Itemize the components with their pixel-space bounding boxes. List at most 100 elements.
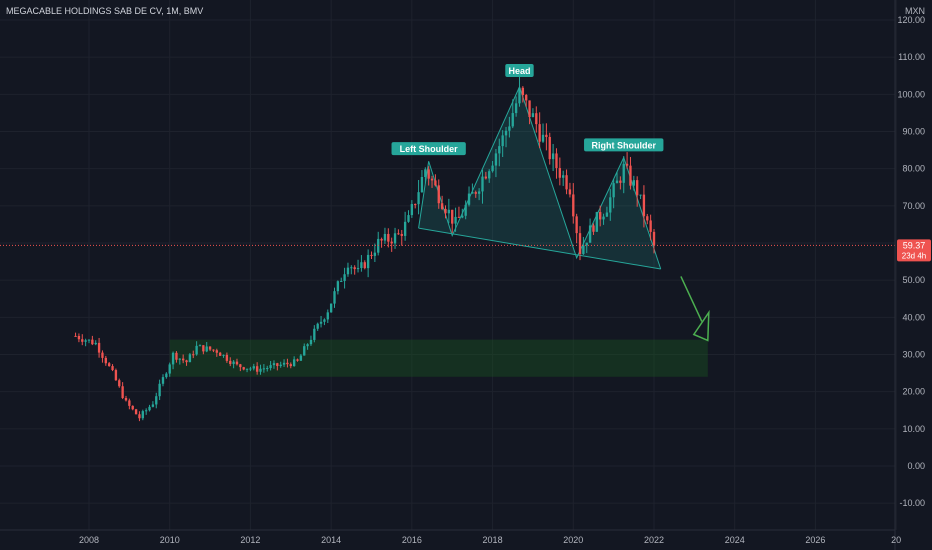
- candle-body: [451, 209, 454, 224]
- pattern-label-box: [505, 64, 534, 78]
- candle-body: [424, 169, 427, 178]
- candle-body: [124, 398, 128, 401]
- candle-body: [440, 203, 444, 209]
- pattern-label: Right Shoulder: [584, 138, 664, 152]
- candle-body: [289, 364, 292, 367]
- candle-body: [181, 358, 185, 361]
- time-axis-tick: 2024: [725, 535, 745, 545]
- candle-body: [336, 281, 340, 292]
- candle-body: [138, 414, 141, 419]
- support-zone: [169, 339, 708, 377]
- candle-body: [622, 163, 625, 183]
- pattern-label-text: Right Shoulder: [591, 140, 656, 150]
- arrow-layer: [680, 276, 710, 342]
- candle-body: [494, 153, 498, 166]
- candle-body: [303, 346, 306, 356]
- candle-body: [114, 370, 118, 381]
- candle-body: [642, 194, 646, 217]
- candle-body: [333, 291, 336, 304]
- candle-body: [77, 335, 81, 340]
- candle-body: [625, 163, 629, 166]
- candle-body: [592, 225, 595, 232]
- candle-body: [558, 168, 562, 178]
- candle-body: [619, 180, 622, 183]
- candle-body: [545, 134, 548, 137]
- candle-body: [481, 176, 484, 192]
- candle-body: [97, 342, 101, 353]
- candle-body: [346, 267, 350, 275]
- candle-body: [498, 146, 501, 154]
- candle-body: [646, 216, 649, 221]
- candle-body: [632, 180, 635, 186]
- candle-body: [205, 346, 208, 352]
- time-axis-tick: 2018: [483, 535, 503, 545]
- candle-body: [266, 368, 269, 370]
- price-axis-tick: 120.00: [897, 15, 925, 25]
- candle-body: [403, 221, 407, 236]
- candle-body: [269, 365, 272, 369]
- candle-body: [514, 103, 518, 114]
- candle-body: [242, 367, 245, 370]
- candle-body: [225, 354, 229, 361]
- candle-body: [572, 194, 575, 217]
- candle-body: [578, 233, 582, 254]
- candle-body: [111, 366, 114, 371]
- pattern-label-box: [391, 142, 466, 156]
- candle-body: [329, 303, 333, 313]
- candle-body: [447, 209, 451, 214]
- candle-body: [121, 386, 124, 399]
- pattern-label: Left Shoulder: [391, 142, 466, 156]
- forecast-arrow-head: [692, 309, 710, 342]
- candle-body: [582, 245, 585, 254]
- candle-body: [397, 233, 400, 235]
- candle-body: [151, 404, 155, 407]
- candle-body: [531, 113, 535, 117]
- candle-body: [296, 359, 299, 361]
- candle-body: [239, 364, 242, 368]
- time-axis-tick: 2014: [321, 535, 341, 545]
- price-tag-background: [897, 239, 931, 262]
- candle-body: [195, 345, 198, 355]
- candle-body: [585, 242, 588, 246]
- time-axis-tick: 2016: [402, 535, 422, 545]
- candle-body: [612, 183, 615, 198]
- candle-body: [94, 342, 97, 345]
- candle-body: [134, 409, 138, 415]
- candle-body: [410, 204, 414, 216]
- candle-body: [356, 268, 360, 270]
- candle-body: [501, 135, 504, 147]
- candle-body: [104, 357, 107, 364]
- candle-body: [175, 352, 178, 360]
- candle-body: [313, 328, 316, 340]
- candle-body: [609, 197, 612, 213]
- candle-body: [326, 312, 329, 320]
- candle-body: [484, 176, 488, 179]
- price-axis-tick: 100.00: [897, 89, 925, 99]
- time-axis-tick: 2022: [644, 535, 664, 545]
- candle-body: [380, 238, 383, 241]
- currency-label: MXN: [905, 6, 925, 16]
- forecast-arrow-shaft: [680, 276, 703, 322]
- candle-body: [477, 191, 481, 194]
- candle-body: [548, 136, 551, 160]
- candle-body: [343, 274, 346, 281]
- candle-body: [575, 216, 578, 234]
- candle-body: [390, 241, 393, 244]
- candle-body: [306, 344, 309, 347]
- candle-body: [488, 171, 491, 179]
- candle-body: [538, 124, 541, 142]
- candle-body: [108, 363, 111, 367]
- candle-body: [101, 352, 104, 358]
- price-axis[interactable]: -10.000.0010.0020.0030.0040.0050.0060.00…: [897, 15, 925, 508]
- candle-body: [521, 87, 525, 96]
- candle-body: [131, 405, 134, 410]
- price-axis-tick: 70.00: [902, 201, 925, 211]
- candle-body: [555, 153, 558, 169]
- time-axis[interactable]: 2008 2010 2012 2014 2016 2018 2020 2022 2024 2026…: [79, 535, 901, 545]
- candle-body: [229, 360, 232, 364]
- candle-body: [602, 216, 605, 220]
- candle-body: [202, 345, 205, 352]
- price-axis-tick: 0.00: [907, 461, 925, 471]
